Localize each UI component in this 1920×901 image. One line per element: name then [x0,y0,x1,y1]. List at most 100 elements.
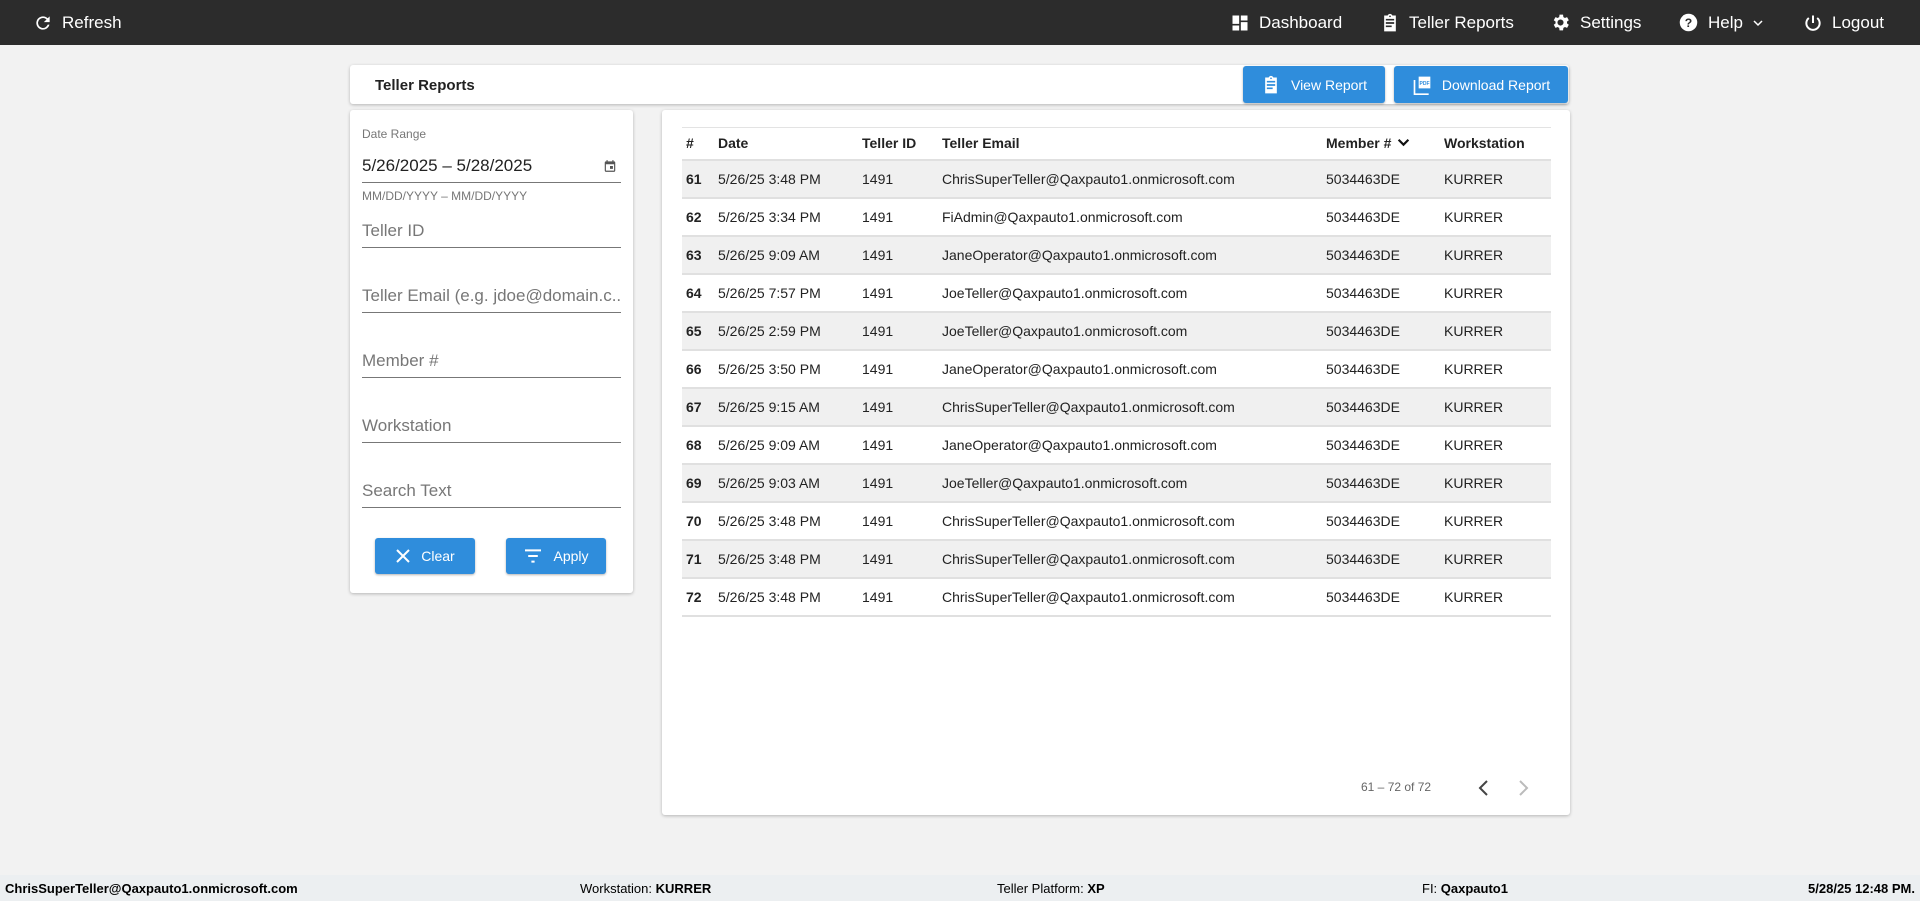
table-cell: 5/26/25 7:57 PM [714,273,858,313]
nav-help[interactable]: ? Help [1678,0,1764,45]
table-cell: 5034463DE [1322,387,1440,427]
refresh-label: Refresh [62,12,122,32]
nav-settings[interactable]: Settings [1550,0,1641,45]
table-cell: 62 [682,197,714,237]
table-row[interactable]: 62 5/26/25 3:34 PM 1491 FiAdmin@Qaxpauto1.o… [682,197,1551,237]
footer-workstation-value: KURRER [655,881,712,896]
column-header-label: Workstation [1444,135,1525,152]
table-cell: 5/26/25 9:09 AM [714,425,858,465]
table-row[interactable]: 63 5/26/25 9:09 AM 1491 JaneOperator@Qaxpau… [682,235,1551,275]
table-row[interactable]: 64 5/26/25 7:57 PM 1491 JoeTeller@Qaxpauto1… [682,273,1551,313]
table-cell: JaneOperator@Qaxpauto1.onmicrosoft.com [938,425,1322,465]
search-text-field[interactable] [362,472,621,508]
dashboard-icon [1232,15,1248,30]
next-page-button[interactable] [1515,779,1531,797]
nav-teller-reports[interactable]: Teller Reports [1380,0,1514,45]
table-cell: 5/26/25 3:34 PM [714,197,858,237]
refresh-button[interactable]: Refresh [33,0,122,45]
table-cell: ChrisSuperTeller@Qaxpauto1.onmicrosoft.c… [938,501,1322,541]
pdf-icon: PDF [1413,76,1431,95]
nav-dashboard[interactable]: Dashboard [1230,0,1342,45]
teller-id-input[interactable] [362,221,621,241]
teller-email-field[interactable] [362,277,621,313]
table-cell: KURRER [1440,501,1551,541]
clear-button[interactable]: Clear [375,538,475,574]
apply-button[interactable]: Apply [506,538,606,574]
table-cell: 1491 [858,235,938,275]
table-cell: 5/26/25 9:15 AM [714,387,858,427]
teller-id-field[interactable] [362,212,621,248]
gear-icon [1553,14,1569,31]
top-navbar: Refresh Dashboard Teller Reports Setting… [0,0,1920,45]
download-report-label: Download Report [1441,76,1551,93]
table-cell: 71 [682,539,714,579]
pagination-range: 61 – 72 of 72 [1361,780,1432,794]
column-header[interactable]: # [682,127,714,161]
workstation-input[interactable] [362,416,621,436]
table-cell: 1491 [858,159,938,199]
table-cell: 69 [682,463,714,503]
table-cell: 5034463DE [1322,311,1440,351]
table-cell: KURRER [1440,463,1551,503]
table-cell: 61 [682,159,714,199]
table-row[interactable]: 72 5/26/25 3:48 PM 1491 ChrisSuperTeller@Qa… [682,577,1551,617]
footer-workstation-label: Workstation: [580,881,653,896]
column-header[interactable]: Workstation [1440,127,1551,161]
date-format-hint: MM/DD/YYYY – MM/DD/YYYY [362,189,528,203]
column-header[interactable]: Teller ID [858,127,938,161]
table-cell: 5034463DE [1322,349,1440,389]
teller-email-input[interactable] [362,286,621,306]
power-icon [1805,15,1821,31]
table-cell: ChrisSuperTeller@Qaxpauto1.onmicrosoft.c… [938,577,1322,617]
table-row[interactable]: 61 5/26/25 3:48 PM 1491 ChrisSuperTeller@Qa… [682,159,1551,199]
previous-page-button[interactable] [1476,779,1492,797]
filter-icon [525,549,542,563]
status-bar: ChrisSuperTeller@Qaxpauto1.onmicrosoft.c… [0,875,1920,901]
search-text-input[interactable] [362,481,621,501]
results-panel: # Date Teller ID Teller Email Member # Workst… [662,110,1570,815]
member-field[interactable] [362,342,621,378]
workstation-field[interactable] [362,407,621,443]
view-report-button[interactable]: View Report [1243,66,1385,103]
table-row[interactable]: 70 5/26/25 3:48 PM 1491 ChrisSuperTeller@Qa… [682,501,1551,541]
column-header[interactable]: Teller Email [938,127,1322,161]
nav-help-label: Help [1708,12,1743,32]
help-icon: ? [1679,13,1698,32]
apply-label: Apply [553,548,589,564]
column-header-label: Member # [1326,135,1392,152]
table-cell: ChrisSuperTeller@Qaxpauto1.onmicrosoft.c… [938,387,1322,427]
calendar-icon[interactable] [603,159,617,173]
close-icon [396,549,410,563]
table-cell: 1491 [858,273,938,313]
column-header-label: Teller ID [862,135,917,152]
table-row[interactable]: 65 5/26/25 2:59 PM 1491 JoeTeller@Qaxpauto1… [682,311,1551,351]
table-row[interactable]: 66 5/26/25 3:50 PM 1491 JaneOperator@Qaxpau… [682,349,1551,389]
download-report-button[interactable]: PDF Download Report [1394,66,1568,103]
table-row[interactable]: 71 5/26/25 3:48 PM 1491 ChrisSuperTeller@Qa… [682,539,1551,579]
table-cell: 5/26/25 3:48 PM [714,501,858,541]
table-cell: 1491 [858,311,938,351]
column-header-label: # [686,135,694,152]
table-cell: KURRER [1440,311,1551,351]
table-row[interactable]: 68 5/26/25 9:09 AM 1491 JaneOperator@Qaxpau… [682,425,1551,465]
table-cell: KURRER [1440,425,1551,465]
table-row[interactable]: 67 5/26/25 9:15 AM 1491 ChrisSuperTeller@Qa… [682,387,1551,427]
table-cell: FiAdmin@Qaxpauto1.onmicrosoft.com [938,197,1322,237]
table-cell: 5034463DE [1322,539,1440,579]
clear-label: Clear [421,548,455,564]
table-cell: 5034463DE [1322,273,1440,313]
footer-platform-label: Teller Platform: [997,881,1084,896]
refresh-icon [36,15,50,30]
column-header[interactable]: Date [714,127,858,161]
table-cell: 65 [682,311,714,351]
date-range-input[interactable]: 5/26/2025 – 5/28/2025 [362,142,621,183]
table-cell: 72 [682,577,714,617]
column-header[interactable]: Member # [1322,127,1440,161]
table-cell: 5034463DE [1322,425,1440,465]
member-input[interactable] [362,351,621,371]
table-row[interactable]: 69 5/26/25 9:03 AM 1491 JoeTeller@Qaxpauto1… [682,463,1551,503]
table-cell: 66 [682,349,714,389]
view-report-label: View Report [1290,76,1367,93]
table-cell: KURRER [1440,349,1551,389]
nav-logout[interactable]: Logout [1803,0,1884,45]
